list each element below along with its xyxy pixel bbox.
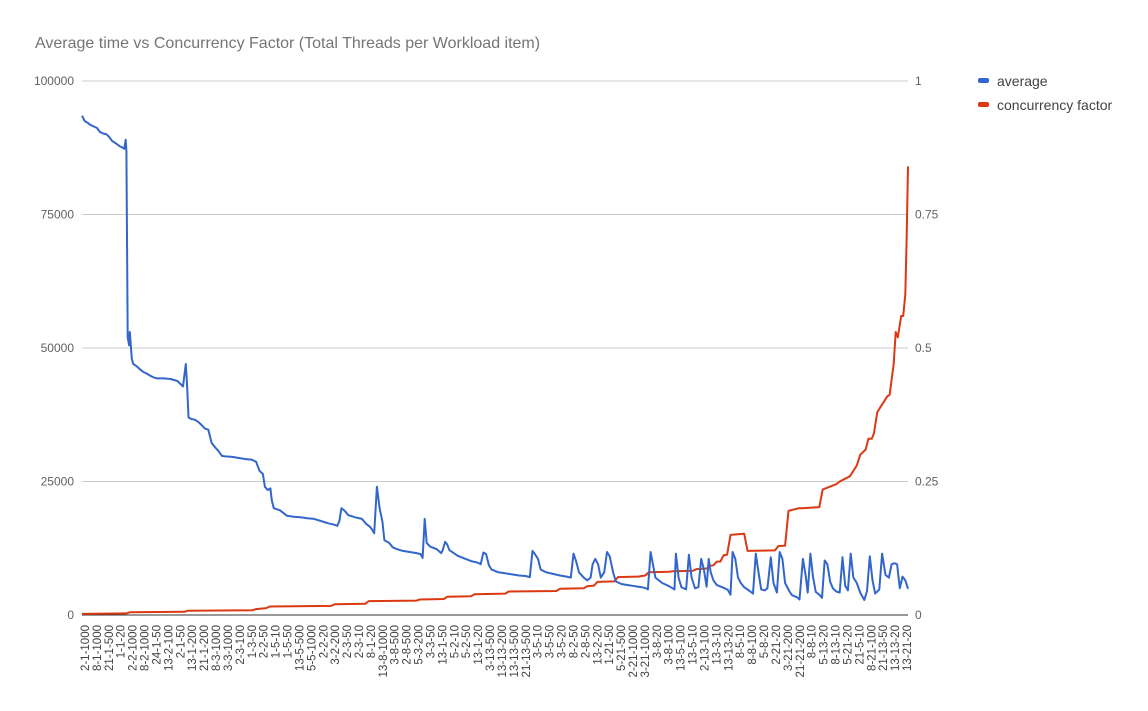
x-tick-label: 13-13-500 xyxy=(509,625,521,677)
x-tick-label: 13-3-10 xyxy=(711,625,723,665)
y-left-tick-label: 25000 xyxy=(41,475,75,489)
x-tick-label: 5-21-500 xyxy=(616,625,628,671)
x-tick-label: 3-2-200 xyxy=(330,625,342,665)
x-tick-label: 5-13-20 xyxy=(819,625,831,665)
y-right-tick-label: 0 xyxy=(915,608,922,622)
y-left-tick-label: 50000 xyxy=(41,341,75,355)
x-tick-label: 3-5-20 xyxy=(557,625,569,658)
x-tick-label: 13-1-200 xyxy=(187,625,199,671)
x-tick-label: 8-8-100 xyxy=(747,625,759,665)
y-axis-left: 0 25000 50000 75000 100000 xyxy=(34,74,74,622)
x-tick-label: 3-8-500 xyxy=(390,625,402,665)
legend-swatch-concurrency-factor xyxy=(978,102,989,107)
x-tick-label: 13-13-20 xyxy=(723,625,735,671)
y-right-tick-label: 0.5 xyxy=(915,341,932,355)
x-tick-label: 2-2-50 xyxy=(259,625,271,658)
x-tick-label: 13-8-1000 xyxy=(378,625,390,677)
x-tick-label: 2-3-50 xyxy=(342,625,354,658)
x-tick-label: 2-21-1000 xyxy=(628,625,640,677)
x-tick-label: 5-2-50 xyxy=(461,625,473,658)
x-tick-label: 1-3-50 xyxy=(247,625,259,658)
x-tick-label: 8-3-1000 xyxy=(211,625,223,671)
x-tick-label: 2-3-10 xyxy=(354,625,366,658)
x-tick-label: 13-13-20 xyxy=(890,625,902,671)
x-tick-label: 2-2-1000 xyxy=(128,625,140,671)
x-tick-label: 13-21-20 xyxy=(902,625,914,671)
x-tick-label: 3-3-1000 xyxy=(223,625,235,671)
x-tick-label: 21-5-10 xyxy=(854,625,866,665)
y-left-tick-label: 100000 xyxy=(34,74,74,88)
x-tick-label: 2-8-50 xyxy=(580,625,592,658)
x-tick-label: 8-1-20 xyxy=(366,625,378,658)
x-tick-label: 3-21-1000 xyxy=(640,625,652,677)
x-tick-label: 2-3-100 xyxy=(235,625,247,665)
series-line-average xyxy=(81,115,909,601)
x-tick-label: 8-13-10 xyxy=(831,625,843,665)
x-tick-label: 8-5-10 xyxy=(735,625,747,658)
series-lines xyxy=(81,115,909,615)
series-line-concurrency-factor xyxy=(81,166,909,615)
legend-label-concurrency-factor: concurrency factor xyxy=(997,97,1112,113)
x-tick-label: 2-1-1000 xyxy=(80,625,92,671)
x-tick-label: 8-2-50 xyxy=(568,625,580,658)
x-tick-label: 1-21-50 xyxy=(604,625,616,665)
x-tick-label: 5-2-10 xyxy=(449,625,461,658)
x-tick-label: 1-1-20 xyxy=(116,625,128,658)
legend-swatch-average xyxy=(978,78,989,83)
x-axis: 2-1-1000 8-1-1000 21-1-500 1-1-20 2-2-1000 8-… xyxy=(80,625,914,677)
x-tick-label: 3-5-10 xyxy=(533,625,545,658)
x-tick-label: 13-1-50 xyxy=(437,625,449,665)
x-tick-label: 13-5-500 xyxy=(294,625,306,671)
x-tick-label: 13-5-100 xyxy=(676,625,688,671)
x-tick-label: 5-5-1000 xyxy=(306,625,318,671)
x-tick-label: 5-3-200 xyxy=(414,625,426,665)
x-tick-label: 3-5-50 xyxy=(545,625,557,658)
chart-title: Average time vs Concurrency Factor (Tota… xyxy=(35,35,540,52)
x-tick-label: 21-21-200 xyxy=(795,625,807,677)
x-tick-label: 2-1-50 xyxy=(175,625,187,658)
x-tick-label: 2-21-20 xyxy=(771,625,783,665)
x-tick-label: 13-13-200 xyxy=(497,625,509,677)
legend-label-average: average xyxy=(997,73,1048,89)
y-left-tick-label: 0 xyxy=(67,608,74,622)
x-tick-label: 2-2-20 xyxy=(318,625,330,658)
x-tick-label: 13-2-100 xyxy=(163,625,175,671)
x-tick-label: 21-13-500 xyxy=(521,625,533,677)
x-tick-label: 13-1-20 xyxy=(473,625,485,665)
x-tick-label: 21-1-500 xyxy=(104,625,116,671)
x-tick-label: 8-1-1000 xyxy=(92,625,104,671)
y-right-tick-label: 0.25 xyxy=(915,475,939,489)
x-tick-label: 2-8-500 xyxy=(402,625,414,665)
x-tick-label: 3-3-50 xyxy=(425,625,437,658)
x-tick-label: 3-8-20 xyxy=(652,625,664,658)
legend[interactable]: average concurrency factor xyxy=(978,73,1112,113)
y-right-tick-label: 1 xyxy=(915,74,922,88)
x-tick-label: 24-1-50 xyxy=(151,625,163,665)
x-tick-label: 2-13-100 xyxy=(699,625,711,671)
x-tick-label: 8-2-1000 xyxy=(140,625,152,671)
x-tick-label: 3-13-500 xyxy=(485,625,497,671)
x-tick-label: 3-21-200 xyxy=(783,625,795,671)
gridlines xyxy=(82,80,908,616)
x-tick-label: 8-21-100 xyxy=(866,625,878,671)
legend-item-average[interactable]: average xyxy=(978,73,1048,89)
x-tick-label: 1-5-10 xyxy=(271,625,283,658)
x-tick-label: 13-2-20 xyxy=(592,625,604,665)
y-left-tick-label: 75000 xyxy=(41,208,75,222)
y-right-tick-label: 0.75 xyxy=(915,208,939,222)
x-tick-label: 13-5-10 xyxy=(688,625,700,665)
x-tick-label: 5-8-20 xyxy=(759,625,771,658)
x-tick-label: 21-1-200 xyxy=(199,625,211,671)
x-tick-label: 3-8-100 xyxy=(664,625,676,665)
x-tick-label: 21-13-50 xyxy=(878,625,890,671)
legend-item-concurrency-factor[interactable]: concurrency factor xyxy=(978,97,1112,113)
x-tick-label: 8-8-10 xyxy=(807,625,819,658)
y-axis-right: 0 0.25 0.5 0.75 1 xyxy=(915,74,939,622)
x-tick-label: 1-5-50 xyxy=(283,625,295,658)
x-tick-label: 5-21-20 xyxy=(842,625,854,665)
